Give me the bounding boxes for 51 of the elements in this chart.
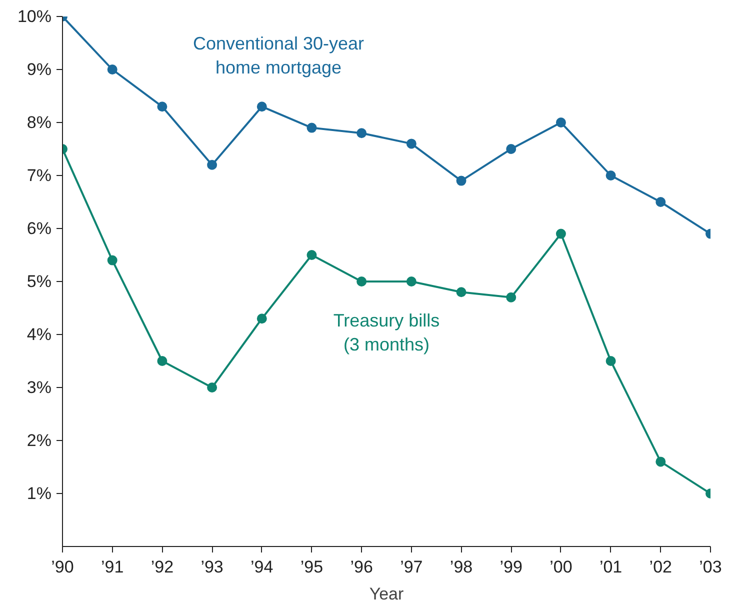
y-tick-label: 1% bbox=[26, 484, 52, 503]
y-tick-label: 10% bbox=[17, 7, 52, 26]
point bbox=[506, 144, 516, 154]
x-tick-label: ’99 bbox=[500, 558, 522, 576]
y-tick-label: 2% bbox=[26, 431, 52, 450]
y-tick-label: 6% bbox=[26, 219, 52, 238]
point bbox=[256, 314, 267, 324]
point bbox=[406, 276, 416, 286]
x-axis-title: Year bbox=[369, 584, 404, 604]
y-tick-label: 7% bbox=[26, 166, 52, 185]
text: Conventional 30-year home mortgage bbox=[192, 33, 364, 78]
x-tick-label: ’91 bbox=[101, 558, 124, 576]
point bbox=[656, 197, 666, 207]
x-tick-label: ’02 bbox=[649, 558, 672, 576]
point bbox=[107, 255, 118, 266]
x-tick-label: ’98 bbox=[450, 558, 473, 576]
y-tick-label: 5% bbox=[26, 272, 52, 291]
point bbox=[107, 64, 118, 74]
point bbox=[256, 102, 267, 112]
point bbox=[306, 122, 317, 133]
point bbox=[306, 250, 317, 260]
point bbox=[456, 287, 466, 298]
x-tick-label: ’03 bbox=[699, 558, 722, 576]
point bbox=[207, 382, 218, 392]
point bbox=[356, 276, 367, 286]
point bbox=[556, 118, 566, 128]
x-tick-label: ’94 bbox=[250, 558, 274, 576]
point bbox=[406, 138, 416, 149]
series-label: Treasury bills (3 months) bbox=[333, 310, 440, 355]
point bbox=[157, 102, 168, 112]
x-tick-label: ’96 bbox=[350, 558, 373, 576]
point bbox=[606, 356, 616, 366]
x-tick-label: ’93 bbox=[200, 558, 224, 576]
point bbox=[157, 356, 168, 366]
y-tick-label: 3% bbox=[26, 378, 52, 397]
point bbox=[606, 170, 616, 180]
point bbox=[356, 128, 367, 138]
point bbox=[207, 160, 218, 170]
x-tick-label: ’00 bbox=[550, 558, 572, 576]
x-tick-label: ’97 bbox=[400, 558, 423, 576]
point bbox=[556, 228, 566, 239]
x-tick-label: ’90 bbox=[51, 558, 74, 576]
x-tick-label: ’92 bbox=[150, 558, 174, 576]
y-tick-label: 9% bbox=[26, 60, 52, 79]
point bbox=[506, 292, 516, 302]
y-tick-label: 8% bbox=[26, 113, 52, 132]
y-tick-label: 4% bbox=[26, 325, 52, 344]
x-tick-label: ’01 bbox=[599, 558, 622, 576]
point bbox=[456, 176, 466, 186]
point bbox=[656, 456, 666, 467]
x-tick-label: ’95 bbox=[300, 558, 324, 576]
